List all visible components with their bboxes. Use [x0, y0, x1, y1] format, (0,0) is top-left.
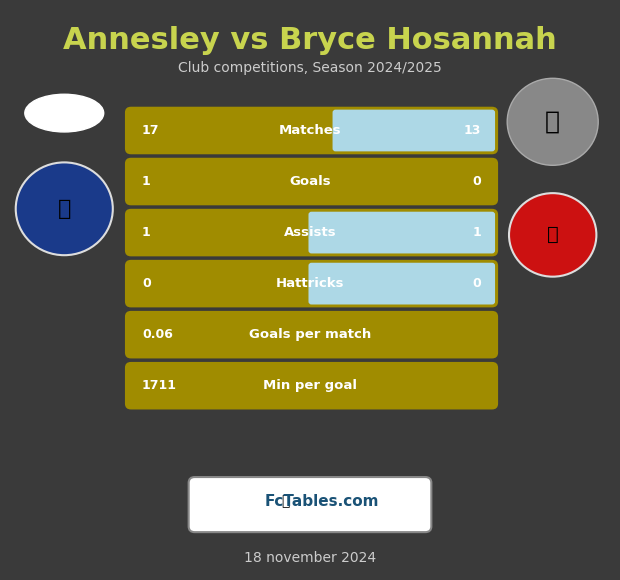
- Text: 1711: 1711: [142, 379, 177, 392]
- Text: 1: 1: [472, 226, 481, 239]
- Ellipse shape: [25, 94, 104, 132]
- Text: Club competitions, Season 2024/2025: Club competitions, Season 2024/2025: [178, 61, 442, 75]
- FancyBboxPatch shape: [125, 362, 498, 409]
- FancyBboxPatch shape: [125, 260, 498, 307]
- FancyBboxPatch shape: [125, 107, 498, 154]
- Circle shape: [507, 78, 598, 165]
- Text: Matches: Matches: [278, 124, 342, 137]
- Text: 👤: 👤: [545, 110, 560, 134]
- FancyBboxPatch shape: [309, 212, 495, 253]
- FancyBboxPatch shape: [125, 158, 498, 205]
- Text: Goals: Goals: [289, 175, 331, 188]
- Text: 0.06: 0.06: [142, 328, 173, 341]
- Text: 0: 0: [472, 277, 481, 290]
- Text: 0: 0: [142, 277, 151, 290]
- Text: 📊: 📊: [281, 495, 290, 509]
- Circle shape: [509, 193, 596, 277]
- Text: 17: 17: [142, 124, 159, 137]
- Text: 1: 1: [142, 175, 151, 188]
- Text: FcTables.com: FcTables.com: [265, 494, 379, 509]
- Text: Assists: Assists: [284, 226, 336, 239]
- FancyBboxPatch shape: [332, 110, 495, 151]
- Text: ⚽: ⚽: [547, 226, 559, 244]
- Text: Annesley vs Bryce Hosannah: Annesley vs Bryce Hosannah: [63, 26, 557, 55]
- Text: Goals per match: Goals per match: [249, 328, 371, 341]
- Text: 13: 13: [464, 124, 481, 137]
- FancyBboxPatch shape: [125, 311, 498, 358]
- Text: Hattricks: Hattricks: [276, 277, 344, 290]
- Text: 🏆: 🏆: [58, 199, 71, 219]
- FancyBboxPatch shape: [188, 477, 432, 532]
- FancyBboxPatch shape: [309, 263, 495, 304]
- FancyBboxPatch shape: [125, 209, 498, 256]
- Text: Min per goal: Min per goal: [263, 379, 357, 392]
- Text: 0: 0: [472, 175, 481, 188]
- Text: 18 november 2024: 18 november 2024: [244, 551, 376, 565]
- Circle shape: [16, 162, 113, 255]
- Text: 1: 1: [142, 226, 151, 239]
